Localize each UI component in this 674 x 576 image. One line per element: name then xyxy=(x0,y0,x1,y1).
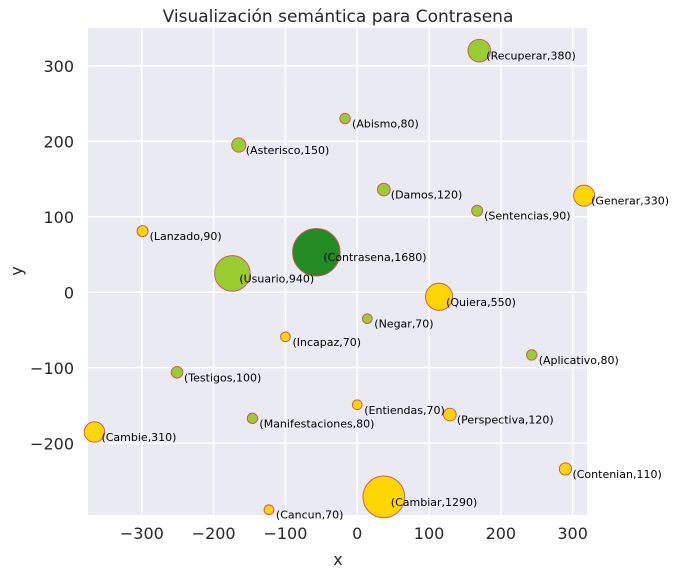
data-point xyxy=(443,407,457,422)
y-tick-label: 200 xyxy=(43,132,74,151)
data-point xyxy=(471,204,484,217)
x-axis-ticks: −300 −200 −100 0 100 200 300 xyxy=(120,524,588,543)
x-tick-label: 300 xyxy=(557,524,588,543)
data-point xyxy=(214,255,251,292)
data-point-label: (Damos,120) xyxy=(391,189,462,202)
y-tick-label: 100 xyxy=(43,208,74,227)
y-axis-ticks: −200 −100 0 100 200 300 xyxy=(30,57,74,454)
data-point-label: (Contrasena,1680) xyxy=(323,251,426,264)
data-point-label: (Perspectiva,120) xyxy=(457,414,554,427)
grid-lines xyxy=(88,28,587,515)
data-point xyxy=(170,365,184,379)
data-point-label: (Aplicativo,80) xyxy=(539,354,619,367)
data-point-label: (Cambiar,1290) xyxy=(391,496,478,509)
data-point xyxy=(339,112,351,125)
data-point-label: (Incapaz,70) xyxy=(292,336,361,349)
x-tick-label: −300 xyxy=(120,524,164,543)
data-point xyxy=(558,462,573,476)
data-point-label: (Entiendas,70) xyxy=(364,404,445,417)
x-tick-label: 200 xyxy=(486,524,517,543)
y-tick-label: −100 xyxy=(30,359,74,378)
data-point xyxy=(280,331,291,343)
data-point-label: (Lanzado,90) xyxy=(150,230,222,243)
x-tick-label: −200 xyxy=(192,524,236,543)
data-point-label: (Cambie,310) xyxy=(101,431,176,444)
data-point-label: (Recuperar,380) xyxy=(486,50,576,63)
data-point xyxy=(231,137,247,153)
data-points xyxy=(83,38,596,519)
data-point xyxy=(292,227,341,277)
data-point xyxy=(351,399,363,411)
data-point-label: (Manifestaciones,80) xyxy=(259,417,374,430)
y-tick-label: −200 xyxy=(30,434,74,453)
data-point xyxy=(573,184,596,207)
data-point-label: (Sentencias,90) xyxy=(484,210,570,223)
y-axis-label: y xyxy=(7,266,26,275)
data-point-label: (Generar,330) xyxy=(591,195,669,208)
y-tick-label: 300 xyxy=(43,57,74,76)
data-point xyxy=(362,475,406,519)
data-point xyxy=(83,421,106,443)
plot-area xyxy=(88,28,587,515)
y-tick-label: 0 xyxy=(64,283,74,302)
data-point xyxy=(361,313,373,325)
data-point xyxy=(246,412,259,425)
chart-title: Visualización semántica para Contrasena xyxy=(163,7,514,27)
data-point-label: (Abismo,80) xyxy=(352,118,419,131)
data-point-label: (Asterisco,150) xyxy=(246,144,330,157)
x-tick-label: −100 xyxy=(263,524,307,543)
data-point-label: (Testigos,100) xyxy=(184,371,261,384)
data-point xyxy=(526,349,538,361)
data-point-label: (Negar,70) xyxy=(374,318,433,331)
x-tick-label: 0 xyxy=(352,524,362,543)
data-point xyxy=(467,38,492,63)
data-point-label: (Usuario,940) xyxy=(239,272,314,285)
data-point xyxy=(376,182,391,197)
data-point xyxy=(424,282,454,311)
x-axis-label: x xyxy=(333,550,342,569)
data-point xyxy=(136,225,149,238)
data-point xyxy=(263,504,275,516)
data-labels: (Recuperar,380) (Abismo,80) (Asterisco,150… xyxy=(101,50,669,522)
data-point-label: (Cancun,70) xyxy=(276,509,343,522)
data-point-label: (Contenian,110) xyxy=(572,468,661,481)
data-point-label: (Quiera,550) xyxy=(446,296,516,309)
x-tick-label: 100 xyxy=(414,524,445,543)
